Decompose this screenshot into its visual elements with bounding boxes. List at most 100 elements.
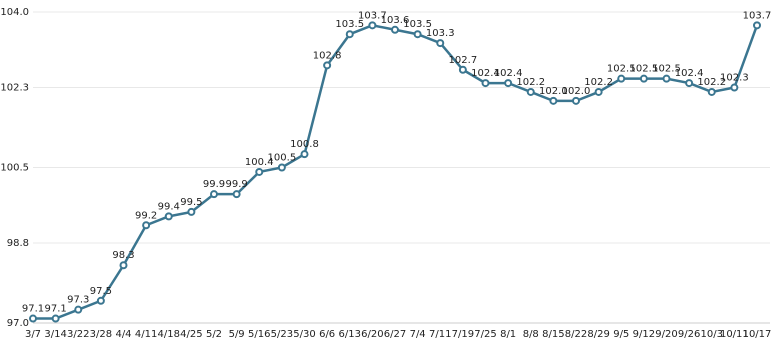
- point: [685, 79, 694, 88]
- point: [345, 30, 354, 39]
- x-tick-label: 8/22: [565, 329, 587, 340]
- data-label: 102.7: [449, 55, 478, 66]
- data-label: 102.2: [516, 77, 545, 88]
- x-tick-label: 4/11: [135, 329, 157, 340]
- point: [572, 96, 580, 105]
- data-label: 102.5: [652, 64, 681, 75]
- point: [436, 39, 445, 48]
- data-label: 103.7: [743, 10, 772, 21]
- x-tick-label: 5/30: [293, 329, 315, 340]
- data-label: 102.4: [471, 68, 500, 79]
- data-label: 102.4: [494, 68, 523, 79]
- point: [730, 83, 739, 92]
- data-label: 99.4: [158, 201, 180, 212]
- x-tick-label: 3/14: [44, 329, 66, 340]
- x-tick-label: 9/12: [633, 329, 655, 340]
- x-tick-label: 3/7: [25, 329, 41, 340]
- x-tick-label: 7/25: [474, 329, 496, 340]
- x-tick-label: 6/20: [361, 329, 383, 340]
- data-label: 102.8: [313, 50, 342, 61]
- data-label: 103.5: [403, 19, 432, 30]
- point: [232, 190, 241, 199]
- data-label: 102.4: [675, 68, 704, 79]
- x-tick-label: 8/29: [587, 329, 609, 340]
- data-label: 102.2: [697, 77, 726, 88]
- x-tick-label: 5/9: [229, 329, 245, 340]
- data-label: 102.2: [584, 77, 613, 88]
- x-tick-label: 5/23: [271, 329, 293, 340]
- point: [119, 261, 128, 270]
- x-tick-label: 7/19: [452, 329, 474, 340]
- data-label: 99.2: [135, 210, 157, 221]
- data-label: 97.3: [67, 295, 89, 306]
- point: [458, 65, 467, 74]
- y-tick-label: 104.0: [0, 7, 29, 18]
- data-label: 103.6: [381, 15, 410, 26]
- data-label: 102.5: [630, 64, 659, 75]
- y-tick-label: 98.8: [7, 238, 29, 249]
- point: [142, 221, 151, 230]
- point: [504, 79, 513, 88]
- point: [51, 314, 60, 323]
- x-tick-label: 7/4: [410, 329, 426, 340]
- x-tick-label: 4/4: [115, 329, 131, 340]
- x-tick-label: 10/11: [720, 329, 749, 340]
- point: [707, 87, 716, 96]
- x-tick-label: 6/13: [339, 329, 361, 340]
- point: [96, 296, 105, 305]
- y-tick-label: 97.0: [7, 318, 29, 329]
- y-tick-label: 102.3: [0, 83, 29, 94]
- data-label: 103.5: [335, 19, 364, 30]
- point: [413, 30, 422, 39]
- data-label: 98.3: [112, 250, 134, 261]
- point: [74, 305, 83, 314]
- point: [617, 74, 626, 83]
- point: [594, 87, 603, 96]
- x-tick-label: 5/16: [248, 329, 270, 340]
- point: [255, 167, 264, 176]
- point: [391, 25, 399, 34]
- x-tick-label: 9/26: [678, 329, 700, 340]
- x-tick-label: 8/15: [542, 329, 564, 340]
- point: [164, 212, 173, 221]
- point: [187, 207, 196, 216]
- x-tick-label: 3/22: [67, 329, 89, 340]
- x-tick-label: 9/20: [655, 329, 677, 340]
- x-tick-label: 4/25: [180, 329, 202, 340]
- point: [526, 87, 535, 96]
- data-label: 99.9: [203, 179, 225, 190]
- data-label: 100.5: [268, 153, 297, 164]
- x-tick-label: 3/28: [90, 329, 112, 340]
- data-label: 102.5: [607, 64, 636, 75]
- data-label: 100.8: [290, 139, 319, 150]
- data-label: 102.0: [562, 86, 591, 97]
- x-tick-label: 10/17: [743, 329, 772, 340]
- point: [639, 74, 648, 83]
- data-label: 102.0: [539, 86, 568, 97]
- point: [368, 21, 377, 30]
- point: [549, 96, 558, 105]
- data-label: 103.7: [358, 10, 387, 21]
- x-tick-label: 10/3: [701, 329, 723, 340]
- point: [277, 163, 286, 172]
- x-tick-label: 7/11: [429, 329, 451, 340]
- y-tick-label: 100.5: [0, 163, 29, 174]
- x-tick-label: 6/6: [319, 329, 335, 340]
- data-label: 97.1: [44, 304, 66, 315]
- x-tick-label: 8/8: [523, 329, 539, 340]
- data-label: 100.4: [245, 157, 274, 168]
- data-label: 102.3: [720, 73, 749, 84]
- point: [662, 74, 671, 83]
- point: [753, 21, 761, 30]
- point: [29, 314, 37, 323]
- data-label: 97.1: [22, 304, 44, 315]
- data-label: 99.5: [180, 197, 202, 208]
- data-label: 97.5: [90, 286, 112, 297]
- x-tick-label: 5/2: [206, 329, 222, 340]
- x-tick-label: 4/18: [158, 329, 180, 340]
- point: [323, 61, 332, 70]
- x-tick-label: 9/5: [613, 329, 629, 340]
- data-label: 99.9: [225, 179, 247, 190]
- x-tick-label: 8/1: [500, 329, 516, 340]
